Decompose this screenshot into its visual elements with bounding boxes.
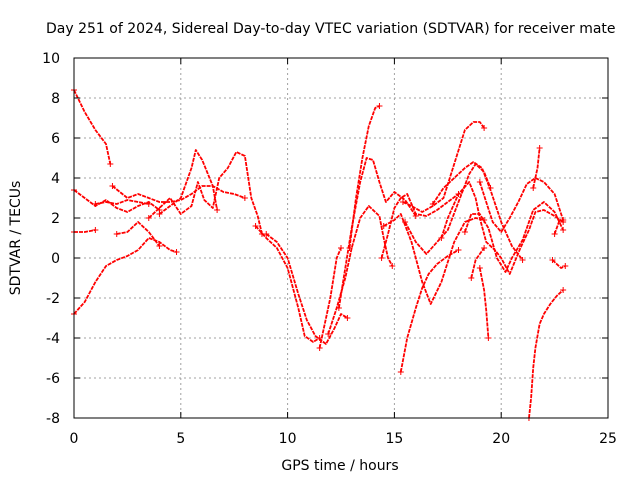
y-tick-label: 0 bbox=[51, 251, 60, 267]
series-track-i bbox=[158, 149, 218, 215]
point-marker bbox=[536, 145, 543, 151]
x-tick-label: 0 bbox=[70, 431, 79, 447]
point-marker bbox=[455, 247, 462, 253]
point-marker bbox=[560, 287, 567, 293]
point-marker bbox=[214, 207, 221, 213]
series-track-s bbox=[402, 121, 485, 213]
point-marker bbox=[429, 201, 436, 207]
y-tick-label: 10 bbox=[42, 51, 60, 67]
y-tick-label: -2 bbox=[46, 291, 60, 307]
point-marker bbox=[397, 369, 404, 375]
point-marker bbox=[92, 201, 99, 207]
series-track-w bbox=[464, 201, 564, 273]
series-track-f bbox=[111, 185, 246, 203]
series-track-ad bbox=[553, 219, 564, 235]
point-marker bbox=[399, 199, 406, 205]
point-marker bbox=[380, 223, 387, 229]
point-marker bbox=[173, 249, 180, 255]
series-track-e bbox=[95, 199, 149, 205]
series-track-v bbox=[440, 181, 564, 275]
series-track-o bbox=[348, 105, 380, 249]
x-tick-label: 10 bbox=[279, 431, 297, 447]
series-track-j bbox=[254, 225, 321, 343]
point-marker bbox=[378, 255, 385, 261]
point-marker bbox=[389, 263, 396, 269]
point-marker bbox=[113, 231, 120, 237]
y-tick-label: 6 bbox=[51, 131, 60, 147]
series-track-r bbox=[399, 249, 459, 373]
point-marker bbox=[335, 305, 342, 311]
point-marker bbox=[156, 211, 163, 217]
tick-layer: 0 5 10 15 20 25 -8 -6 -4 -2 0 2 4 6 8 10 bbox=[42, 51, 617, 447]
point-marker bbox=[519, 257, 526, 263]
series-track-g bbox=[116, 221, 161, 247]
y-tick-label: 8 bbox=[51, 91, 60, 107]
series-track-k bbox=[265, 233, 348, 345]
point-marker bbox=[376, 103, 383, 109]
y-axis-label: SDTVAR / TECUs bbox=[8, 181, 24, 296]
point-marker bbox=[241, 195, 248, 201]
series-track-z bbox=[478, 177, 564, 233]
point-marker bbox=[402, 219, 409, 225]
point-marker bbox=[461, 229, 468, 235]
series-track-ab bbox=[532, 147, 541, 189]
point-marker bbox=[316, 345, 323, 351]
point-marker bbox=[530, 185, 537, 191]
series-track-t bbox=[404, 163, 492, 255]
x-tick-label: 15 bbox=[385, 431, 403, 447]
point-marker bbox=[252, 223, 259, 229]
y-tick-label: 4 bbox=[51, 171, 60, 187]
point-marker bbox=[344, 315, 351, 321]
point-marker bbox=[346, 245, 353, 251]
point-marker bbox=[560, 227, 567, 233]
point-marker bbox=[549, 257, 556, 263]
point-marker bbox=[481, 125, 488, 131]
series-track-y bbox=[478, 267, 490, 339]
point-marker bbox=[107, 161, 114, 167]
x-tick-label: 5 bbox=[176, 431, 185, 447]
point-marker bbox=[92, 227, 99, 233]
point-marker bbox=[109, 183, 116, 189]
point-marker bbox=[560, 217, 567, 223]
y-tick-label: -6 bbox=[46, 371, 60, 387]
point-marker bbox=[156, 243, 163, 249]
series-track-a bbox=[73, 89, 112, 165]
y-tick-label: -8 bbox=[46, 411, 60, 427]
series-track-d bbox=[73, 237, 177, 315]
series-track-c bbox=[74, 229, 96, 233]
point-marker bbox=[145, 201, 152, 207]
point-marker bbox=[481, 245, 488, 251]
point-marker bbox=[145, 215, 152, 221]
point-marker bbox=[325, 331, 332, 337]
series-track-aa bbox=[528, 289, 564, 419]
point-marker bbox=[438, 235, 445, 241]
point-marker bbox=[476, 179, 483, 185]
series-track-x bbox=[470, 247, 485, 279]
point-marker bbox=[338, 245, 344, 251]
chart-title: Day 251 of 2024, Sidereal Day-to-day VTE… bbox=[46, 21, 616, 37]
series-track-l bbox=[318, 247, 342, 349]
point-marker bbox=[263, 231, 270, 237]
series-track-u bbox=[432, 161, 524, 261]
point-marker bbox=[468, 275, 475, 281]
x-tick-label: 25 bbox=[599, 431, 617, 447]
point-marker bbox=[551, 231, 558, 237]
y-tick-label: 2 bbox=[51, 211, 60, 227]
series-layer bbox=[71, 87, 569, 421]
x-tick-label: 20 bbox=[492, 431, 510, 447]
point-marker bbox=[562, 263, 569, 269]
point-marker bbox=[485, 335, 492, 341]
plot-frame bbox=[73, 57, 609, 419]
x-axis-label: GPS time / hours bbox=[281, 458, 398, 474]
point-marker bbox=[476, 265, 483, 271]
y-tick-label: -4 bbox=[46, 331, 60, 347]
series-track-ac bbox=[551, 259, 566, 269]
